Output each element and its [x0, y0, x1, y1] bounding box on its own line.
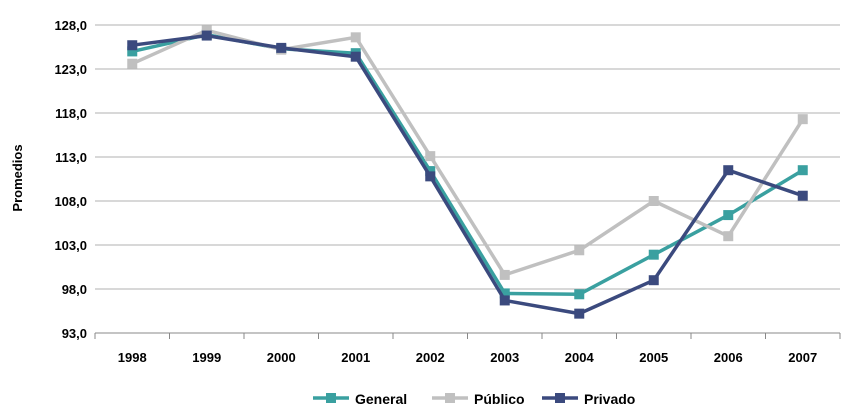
data-point [797, 165, 808, 176]
legend-label: General [355, 391, 407, 407]
x-tick-label: 2003 [490, 350, 519, 365]
series-privado [127, 30, 808, 319]
data-point [350, 32, 361, 43]
legend-marker [445, 393, 455, 403]
x-tick-label: 2000 [267, 350, 296, 365]
data-point [574, 245, 585, 256]
y-tick-label: 103,0 [54, 238, 87, 253]
legend-label: Público [474, 391, 525, 407]
data-point [499, 288, 510, 299]
y-tick-label: 128,0 [54, 18, 87, 33]
x-tick-label: 2001 [341, 350, 370, 365]
series-line [132, 33, 804, 316]
series-line [131, 32, 804, 297]
data-point [797, 190, 808, 201]
series-publico [127, 25, 808, 280]
gridlines [95, 24, 840, 334]
data-point [201, 30, 212, 41]
data-point [127, 58, 138, 69]
data-point [574, 289, 585, 300]
x-tick-label: 2006 [714, 350, 743, 365]
x-tick-label: 2004 [565, 350, 595, 365]
data-point [574, 308, 585, 319]
data-point [648, 196, 659, 206]
data-point [425, 151, 436, 162]
data-point [499, 295, 510, 306]
data-point [425, 166, 436, 177]
y-tick-label: 93,0 [62, 326, 87, 341]
y-tick-label: 123,0 [54, 62, 87, 77]
data-point [723, 210, 734, 221]
legend: General Público Privado [313, 391, 635, 407]
series-general [127, 29, 808, 300]
legend-item-publico: Público [432, 391, 525, 407]
data-point [648, 249, 659, 260]
data-point [127, 46, 138, 57]
data-point [723, 231, 734, 242]
series-lines [127, 25, 808, 319]
data-point [723, 165, 734, 176]
y-tick-label: 118,0 [55, 106, 87, 121]
x-axis: 1998 1999 2000 2001 2002 2003 2004 2005 2006 2007 [94, 333, 841, 365]
data-point [127, 40, 138, 51]
data-point [797, 114, 808, 125]
x-tick-label: 2005 [639, 350, 668, 365]
legend-marker [326, 393, 336, 403]
y-tick-label: 113,0 [55, 150, 87, 165]
data-point [350, 51, 361, 62]
series-line [131, 28, 805, 277]
y-tick-labels: 93,0 98,0 103,0 108,0 113,0 118,0 123,0 128,0 [54, 18, 87, 341]
legend-item-privado: Privado [542, 391, 635, 407]
y-axis-title: Promedios [10, 144, 25, 211]
y-tick-label: 98,0 [62, 282, 87, 297]
legend-item-general: General [313, 391, 407, 407]
y-tick-label: 108,0 [54, 194, 87, 209]
x-tick-label: 1999 [192, 350, 221, 365]
data-point [201, 25, 212, 36]
x-tick-label: 2007 [788, 350, 817, 365]
data-point [648, 275, 659, 286]
legend-marker [555, 393, 565, 403]
x-tick-label: 2002 [416, 350, 445, 365]
data-point [276, 42, 287, 53]
x-tick-label: 1998 [118, 350, 147, 365]
data-point [499, 269, 510, 280]
legend-label: Privado [584, 391, 635, 407]
data-point [425, 171, 436, 182]
